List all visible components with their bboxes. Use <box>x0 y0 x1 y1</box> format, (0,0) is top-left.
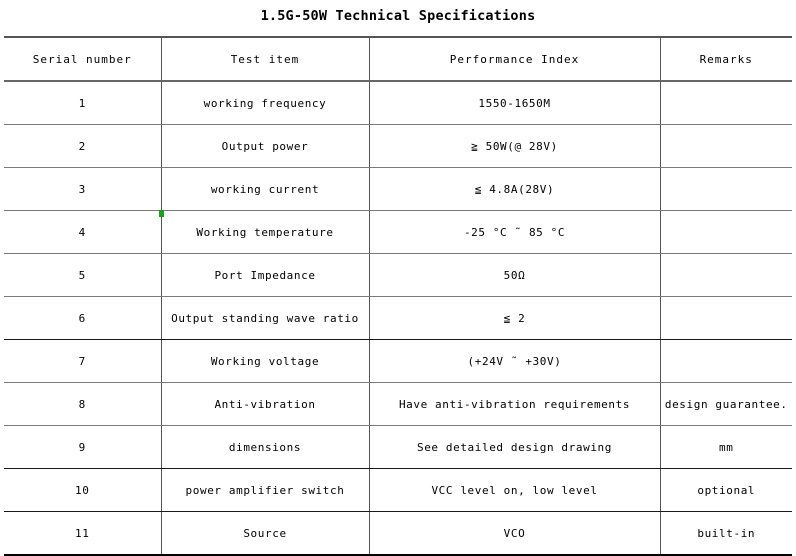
cell-test-item: working frequency <box>160 81 369 125</box>
table-row: 3 working current ≦ 4.8A(28V) <box>4 167 792 211</box>
cell-remarks: mm <box>659 425 792 469</box>
table-row: 8 Anti-vibration Have anti-vibration req… <box>4 382 792 426</box>
table-header-row: Serial number Test item Performance Inde… <box>4 37 792 82</box>
cell-performance-index: -25 °C ˜ 85 °C <box>368 210 660 254</box>
cell-test-item: dimensions <box>160 425 369 469</box>
cell-performance-index: See detailed design drawing <box>368 425 660 469</box>
cell-performance-index: 1550-1650M <box>368 81 660 125</box>
cell-remarks <box>659 339 792 383</box>
cell-serial-number: 8 <box>4 382 161 426</box>
cell-serial-number: 6 <box>4 296 161 340</box>
cell-test-item: Output power <box>160 124 369 168</box>
cell-remarks <box>659 167 792 211</box>
column-header-test-item: Test item <box>160 37 369 82</box>
cell-serial-number: 11 <box>75 526 90 540</box>
table-row: 10 power amplifier switch VCC level on, … <box>4 468 792 512</box>
technical-specifications-table: Serial number Test item Performance Inde… <box>4 36 792 556</box>
table-row: 7 Working voltage (+24V ˜ +30V) <box>4 339 792 383</box>
table-row: 9 dimensions See detailed design drawing… <box>4 425 792 469</box>
table-row: 4 Working temperature -25 °C ˜ 85 °C <box>4 210 792 254</box>
cell-performance-index: 50Ω <box>368 253 660 297</box>
page-title: 1.5G-50W Technical Specifications <box>260 8 536 24</box>
table-body: 1 working frequency 1550-1650M 2 Output … <box>4 81 792 555</box>
cell-remarks <box>659 81 792 125</box>
cell-remarks: optional <box>659 468 792 512</box>
cell-serial-number: 1 <box>4 81 161 125</box>
table-row: 5 Port Impedance 50Ω <box>4 253 792 297</box>
table-row: 2 Output power ≧ 50W(@ 28V) <box>4 124 792 168</box>
cell-test-item: Working voltage <box>160 339 369 383</box>
cell-test-item: Working temperature <box>160 210 369 254</box>
cell-remarks <box>659 124 792 168</box>
cell-serial-number: 3 <box>4 167 161 211</box>
cell-remarks: built-in <box>659 511 792 555</box>
cell-test-item: Source <box>160 511 369 555</box>
cell-serial-number: 2 <box>4 124 161 168</box>
cell-remarks <box>659 210 792 254</box>
cell-performance-index: ≦ 2 <box>368 296 660 340</box>
cell-remarks <box>659 253 792 297</box>
cell-test-item: Port Impedance <box>160 253 369 297</box>
cell-serial-number: 4 <box>4 210 161 254</box>
cell-serial-number: 5 <box>4 253 161 297</box>
cell-performance-index: ≦ 4.8A(28V) <box>368 167 660 211</box>
cell-serial-number: 7 <box>4 339 161 383</box>
table-row: 11 Source VCO built-in <box>4 511 792 555</box>
table-row: 6 Output standing wave ratio ≦ 2 <box>4 296 792 340</box>
cell-test-item: Anti-vibration <box>160 382 369 426</box>
table-row: 1 working frequency 1550-1650M <box>4 81 792 125</box>
cell-performance-index: (+24V ˜ +30V) <box>368 339 660 383</box>
column-header-serial-number: Serial number <box>4 37 161 82</box>
cell-remarks: design guarantee. <box>659 382 792 426</box>
cell-test-item: power amplifier switch <box>160 468 369 512</box>
cell-serial-number: 9 <box>4 425 161 469</box>
cell-performance-index: VCC level on, low level <box>368 468 660 512</box>
cell-test-item: working current <box>160 167 369 211</box>
cell-performance-index: ≧ 50W(@ 28V) <box>368 124 660 168</box>
column-header-remarks: Remarks <box>659 37 792 82</box>
cell-serial-number: 10 <box>4 468 161 512</box>
cell-remarks <box>659 296 792 340</box>
cell-performance-index: VCO <box>368 511 660 555</box>
cell-performance-index: Have anti-vibration requirements <box>368 382 660 426</box>
column-header-performance-index: Performance Index <box>368 37 660 82</box>
cell-test-item: Output standing wave ratio <box>160 296 369 340</box>
